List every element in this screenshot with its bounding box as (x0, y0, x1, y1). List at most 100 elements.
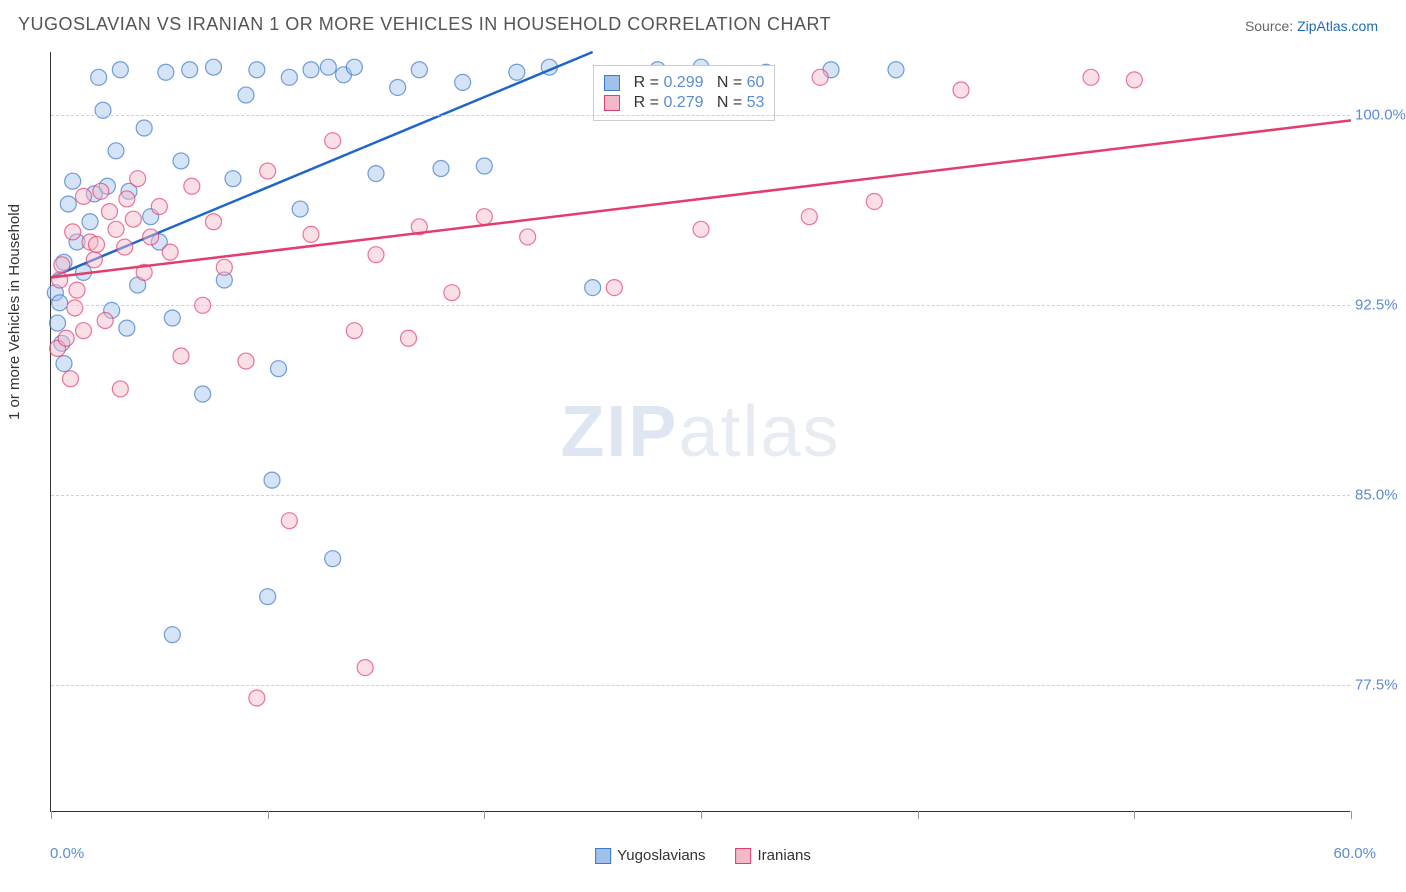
data-point (52, 295, 68, 311)
x-axis-max-label: 60.0% (1333, 845, 1376, 862)
data-point (91, 69, 107, 85)
data-point (102, 204, 118, 220)
data-point (173, 153, 189, 169)
data-point (455, 74, 471, 90)
data-point (281, 513, 297, 529)
legend-label-yugoslavians: Yugoslavians (617, 847, 705, 864)
data-point (119, 320, 135, 336)
data-point (195, 386, 211, 402)
gridline (51, 495, 1350, 496)
data-point (56, 356, 72, 372)
legend-swatch-yugoslavians (595, 848, 611, 864)
stats-row: R = 0.299 N = 60 (604, 74, 765, 92)
data-point (812, 69, 828, 85)
data-point (143, 229, 159, 245)
gridline (51, 115, 1350, 116)
x-tick (701, 811, 702, 819)
data-point (76, 188, 92, 204)
data-point (325, 551, 341, 567)
data-point (97, 313, 113, 329)
data-point (69, 282, 85, 298)
data-point (249, 690, 265, 706)
data-point (93, 183, 109, 199)
data-point (271, 361, 287, 377)
data-point (292, 201, 308, 217)
data-point (303, 62, 319, 78)
chart-svg (51, 52, 1350, 811)
data-point (117, 239, 133, 255)
gridline (51, 685, 1350, 686)
data-point (108, 221, 124, 237)
data-point (65, 173, 81, 189)
legend-item-yugoslavians: Yugoslavians (595, 847, 705, 864)
stats-row: R = 0.279 N = 53 (604, 94, 765, 112)
data-point (112, 62, 128, 78)
data-point (433, 161, 449, 177)
data-point (357, 660, 373, 676)
x-tick (918, 811, 919, 819)
data-point (108, 143, 124, 159)
data-point (86, 252, 102, 268)
chart-title: YUGOSLAVIAN VS IRANIAN 1 OR MORE VEHICLE… (18, 14, 831, 35)
data-point (1126, 72, 1142, 88)
data-point (509, 64, 525, 80)
data-point (206, 59, 222, 75)
data-point (216, 259, 232, 275)
data-point (52, 272, 68, 288)
data-point (520, 229, 536, 245)
data-point (476, 158, 492, 174)
data-point (60, 196, 76, 212)
y-tick-label: 92.5% (1355, 297, 1406, 314)
x-axis-min-label: 0.0% (50, 845, 84, 862)
data-point (260, 589, 276, 605)
trend-line (51, 120, 1351, 277)
data-point (476, 209, 492, 225)
data-point (320, 59, 336, 75)
data-point (162, 244, 178, 260)
plot-area: ZIPatlas R = 0.299 N = 60R = 0.279 N = 5… (50, 52, 1350, 812)
y-tick-label: 100.0% (1355, 107, 1406, 124)
data-point (184, 178, 200, 194)
data-point (325, 133, 341, 149)
y-tick-label: 85.0% (1355, 487, 1406, 504)
data-point (89, 237, 105, 253)
data-point (260, 163, 276, 179)
data-point (585, 280, 601, 296)
data-point (164, 627, 180, 643)
data-point (411, 62, 427, 78)
data-point (401, 330, 417, 346)
data-point (158, 64, 174, 80)
source-prefix: Source: (1245, 18, 1297, 34)
data-point (693, 221, 709, 237)
data-point (125, 211, 141, 227)
source-link[interactable]: ZipAtlas.com (1297, 18, 1378, 34)
data-point (54, 257, 70, 273)
data-point (346, 59, 362, 75)
data-point (225, 171, 241, 187)
gridline (51, 305, 1350, 306)
data-point (67, 300, 83, 316)
data-point (368, 166, 384, 182)
data-point (801, 209, 817, 225)
x-tick (268, 811, 269, 819)
legend-label-iranians: Iranians (758, 847, 811, 864)
data-point (50, 315, 66, 331)
y-tick-label: 77.5% (1355, 677, 1406, 694)
data-point (368, 247, 384, 263)
data-point (238, 353, 254, 369)
data-point (238, 87, 254, 103)
data-point (164, 310, 180, 326)
data-point (953, 82, 969, 98)
data-point (249, 62, 265, 78)
data-point (390, 79, 406, 95)
data-point (866, 193, 882, 209)
data-point (346, 323, 362, 339)
data-point (444, 285, 460, 301)
data-point (173, 348, 189, 364)
legend-swatch-iranians (736, 848, 752, 864)
x-tick (1351, 811, 1352, 819)
stats-legend-box: R = 0.299 N = 60 R = 0.279 N = 53 (593, 65, 776, 121)
stats-swatch (604, 95, 620, 111)
source-credit: Source: ZipAtlas.com (1245, 18, 1378, 34)
data-point (119, 191, 135, 207)
